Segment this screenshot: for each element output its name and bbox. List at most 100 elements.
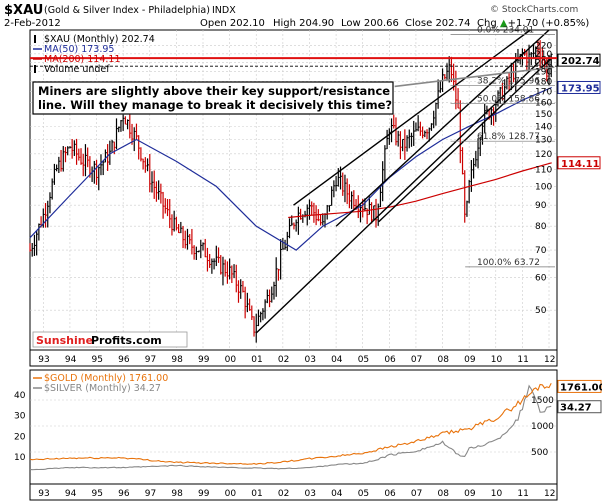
x-tick-label-bottom: 01 (251, 489, 262, 499)
price-tag: 173.95 (557, 80, 601, 94)
y-tick-label: 150 (535, 110, 552, 120)
left-tick-label: 30 (14, 412, 26, 422)
x-tick-label-bottom: 06 (384, 489, 396, 499)
trend-line (394, 66, 555, 88)
chart-exchange: INDX (212, 5, 236, 16)
watermark: © StockCharts.com (490, 5, 578, 15)
x-tick-label: 07 (411, 355, 422, 365)
fib-label: 38.2% 175.96 (477, 76, 540, 86)
x-tick-label: 12 (544, 355, 555, 365)
svg-text:High 204.90: High 204.90 (273, 18, 334, 29)
fib-retracements: 0.0% 234.01 38.2% 175.96 50.0% 158.86 61.8%… (450, 26, 555, 268)
main-x-axis-band (29, 349, 558, 367)
x-tick-label: 08 (438, 355, 450, 365)
x-tick-label-bottom: 02 (278, 489, 289, 499)
fib-label: 61.8% 128.77 (477, 132, 540, 142)
y-tick-label: 160 (535, 98, 552, 108)
open-label: Open (200, 18, 227, 29)
x-tick-label-bottom: 95 (92, 489, 103, 499)
y-tick-label: 50 (535, 306, 547, 316)
x-tick-label-bottom: 97 (145, 489, 156, 499)
fib-label: 0.0% 234.01 (477, 26, 534, 36)
bottom-plot: 1761.00 34.27 (29, 379, 602, 471)
x-tick-label: 06 (384, 355, 396, 365)
left-tick-label: 10 (14, 453, 26, 463)
x-tick-label: 11 (517, 355, 528, 365)
y-tick-label: 190 (535, 68, 552, 78)
svg-text:Open 202.10: Open 202.10 (200, 18, 265, 29)
bottom-x-axis-band (29, 483, 558, 501)
x-tick-label: 93 (38, 355, 49, 365)
y-tick-label: 210 (535, 50, 552, 60)
ma-line (29, 86, 552, 251)
y-tick-label: 70 (535, 246, 547, 256)
brand-part-2: Profits.com (91, 334, 162, 347)
legend-entry: Volume undef (44, 64, 110, 75)
right-tick-label: 1500 (531, 396, 554, 406)
bottom-x-axis: 93 94 95 96 97 98 99 00 01 02 03 04 05 06 07 08 09 10 11 12 (38, 489, 555, 499)
x-tick-label: 04 (331, 355, 343, 365)
x-tick-label: 97 (145, 355, 156, 365)
x-tick-label-bottom: 99 (198, 489, 210, 499)
legend-bottom: $GOLD (Monthly) 1761.00$SILVER (Monthly)… (33, 373, 168, 394)
x-tick-label-bottom: 11 (517, 489, 528, 499)
left-tick-label: 20 (14, 432, 26, 442)
low-label: Low (341, 18, 361, 29)
brand-logo: Sunshine Profits.com (32, 331, 188, 348)
ma-line (288, 162, 552, 219)
y-tick-label: 180 (535, 77, 552, 87)
x-tick-label: 94 (65, 355, 77, 365)
legend-entry: $SILVER (Monthly) 34.27 (44, 383, 161, 394)
gold-line (29, 382, 552, 465)
right-tick-label: 1000 (531, 422, 554, 432)
legend-swatch (34, 65, 36, 73)
x-tick-label: 96 (118, 355, 130, 365)
price-tag-label: 202.74 (561, 56, 600, 67)
annotation-line-1: Miners are slightly above their key supp… (38, 84, 390, 98)
bottom-price-tag-label: 1761.00 (560, 382, 602, 393)
legend-entry: MA(200) 114.11 (44, 54, 121, 65)
trend-line (293, 29, 531, 206)
y-tick-label: 80 (535, 222, 547, 232)
y-tick-label: 100 (535, 182, 552, 192)
y-tick-label: 170 (535, 88, 552, 98)
trend-line (255, 62, 539, 334)
x-tick-label-bottom: 93 (38, 489, 49, 499)
svg-text:Low 200.66: Low 200.66 (341, 18, 399, 29)
chg-label: Chg (477, 18, 497, 29)
main-y-axis: 50 60 70 80 90 100 110 120 130 140 150 160170180190… (535, 42, 552, 317)
x-tick-label: 02 (278, 355, 289, 365)
x-tick-label-bottom: 07 (411, 489, 422, 499)
bottom-price-tag-label: 34.27 (560, 403, 592, 414)
low-value: 200.66 (364, 18, 399, 29)
y-tick-label: 130 (535, 135, 552, 145)
bottom-price-tag: 1761.00 (557, 379, 602, 393)
price-tag: 114.11 (557, 156, 601, 170)
high-label: High (273, 18, 296, 29)
main-x-axis: 93 94 95 96 97 98 99 00 01 02 03 04 05 06 07 08 09 10 11 12 (38, 355, 555, 365)
chg-value: +1.70 (+0.85%) (508, 18, 590, 29)
x-tick-label: 09 (464, 355, 476, 365)
svg-text:Chg ▲+1.70 (+0.85%): Chg ▲+1.70 (+0.85%) (477, 18, 589, 29)
y-tick-label: 220 (535, 42, 552, 52)
svg-text:Close 202.74: Close 202.74 (405, 18, 470, 29)
y-tick-label: 90 (535, 201, 547, 211)
close-label: Close (405, 18, 432, 29)
x-tick-label-bottom: 96 (118, 489, 130, 499)
price-tag-label: 114.11 (561, 159, 600, 170)
trend-line (335, 29, 550, 227)
right-tick-label: 500 (531, 448, 548, 458)
legend-swatch (34, 35, 36, 43)
x-tick-label-bottom: 00 (225, 489, 237, 499)
chart-date: 2-Feb-2012 (4, 18, 61, 29)
legend-entry: MA(50) 173.95 (44, 44, 114, 55)
y-tick-label: 200 (535, 59, 552, 69)
x-tick-label-bottom: 03 (304, 489, 315, 499)
silver-line (29, 384, 552, 471)
annotation-box: Miners are slightly above their key supp… (32, 81, 394, 115)
price-tag: 202.74 (557, 53, 601, 67)
chart-symbol: $XAU (4, 3, 43, 18)
x-tick-label-bottom: 08 (438, 489, 450, 499)
